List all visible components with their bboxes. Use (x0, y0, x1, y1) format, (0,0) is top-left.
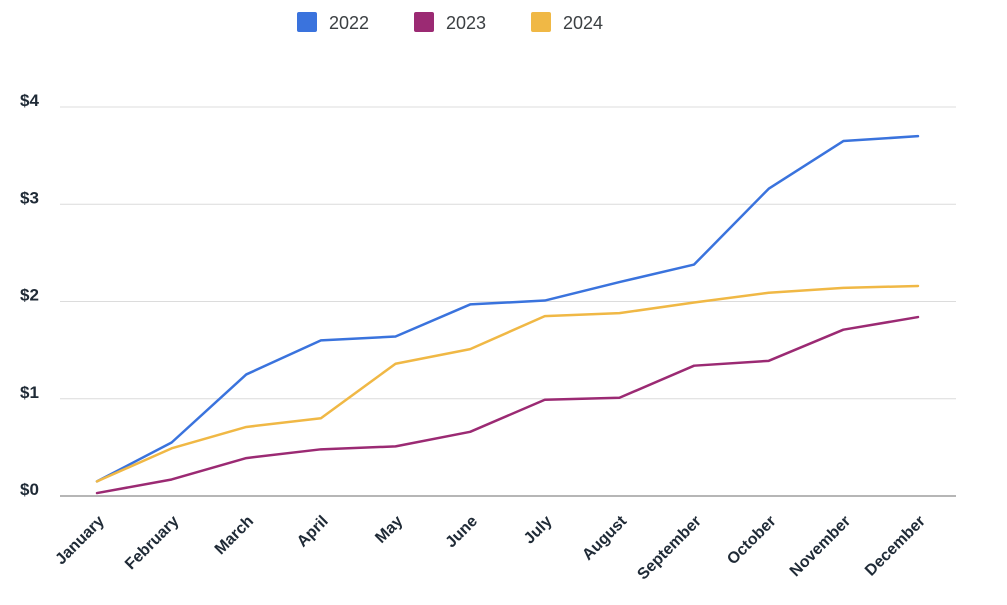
y-tick-label: $0 (20, 480, 39, 499)
x-tick-label: July (521, 513, 556, 548)
y-tick-label: $2 (20, 286, 39, 305)
series-line-2022 (95, 134, 920, 483)
x-tick-label: April (294, 513, 332, 551)
legend-swatch-2024 (531, 12, 551, 32)
y-tick-label: $4 (20, 91, 39, 110)
x-tick-label: February (122, 513, 183, 574)
x-axis-ticks: January February March April May June July Augu… (52, 512, 928, 583)
y-axis-ticks: $0 $1 $2 $3 $4 (20, 91, 39, 499)
series-line-2024 (95, 284, 920, 483)
series-line-2023 (95, 315, 920, 495)
legend-label-2023: 2023 (446, 13, 486, 33)
y-tick-label: $3 (20, 188, 39, 207)
legend-swatch-2022 (297, 12, 317, 32)
x-tick-label: September (634, 513, 705, 584)
x-tick-label: November (787, 513, 854, 580)
legend: 2022 2023 2024 (297, 12, 603, 33)
legend-swatch-2023 (414, 12, 434, 32)
x-tick-label: May (372, 513, 406, 547)
x-tick-label: March (212, 513, 257, 558)
series-lines (95, 134, 920, 495)
y-tick-label: $1 (20, 383, 39, 402)
x-tick-label: June (443, 513, 481, 551)
x-tick-label: October (724, 513, 779, 568)
legend-label-2022: 2022 (329, 13, 369, 33)
x-tick-label: January (52, 513, 107, 568)
legend-label-2024: 2024 (563, 13, 603, 33)
x-tick-label: August (579, 512, 630, 563)
x-tick-label: December (862, 513, 929, 580)
